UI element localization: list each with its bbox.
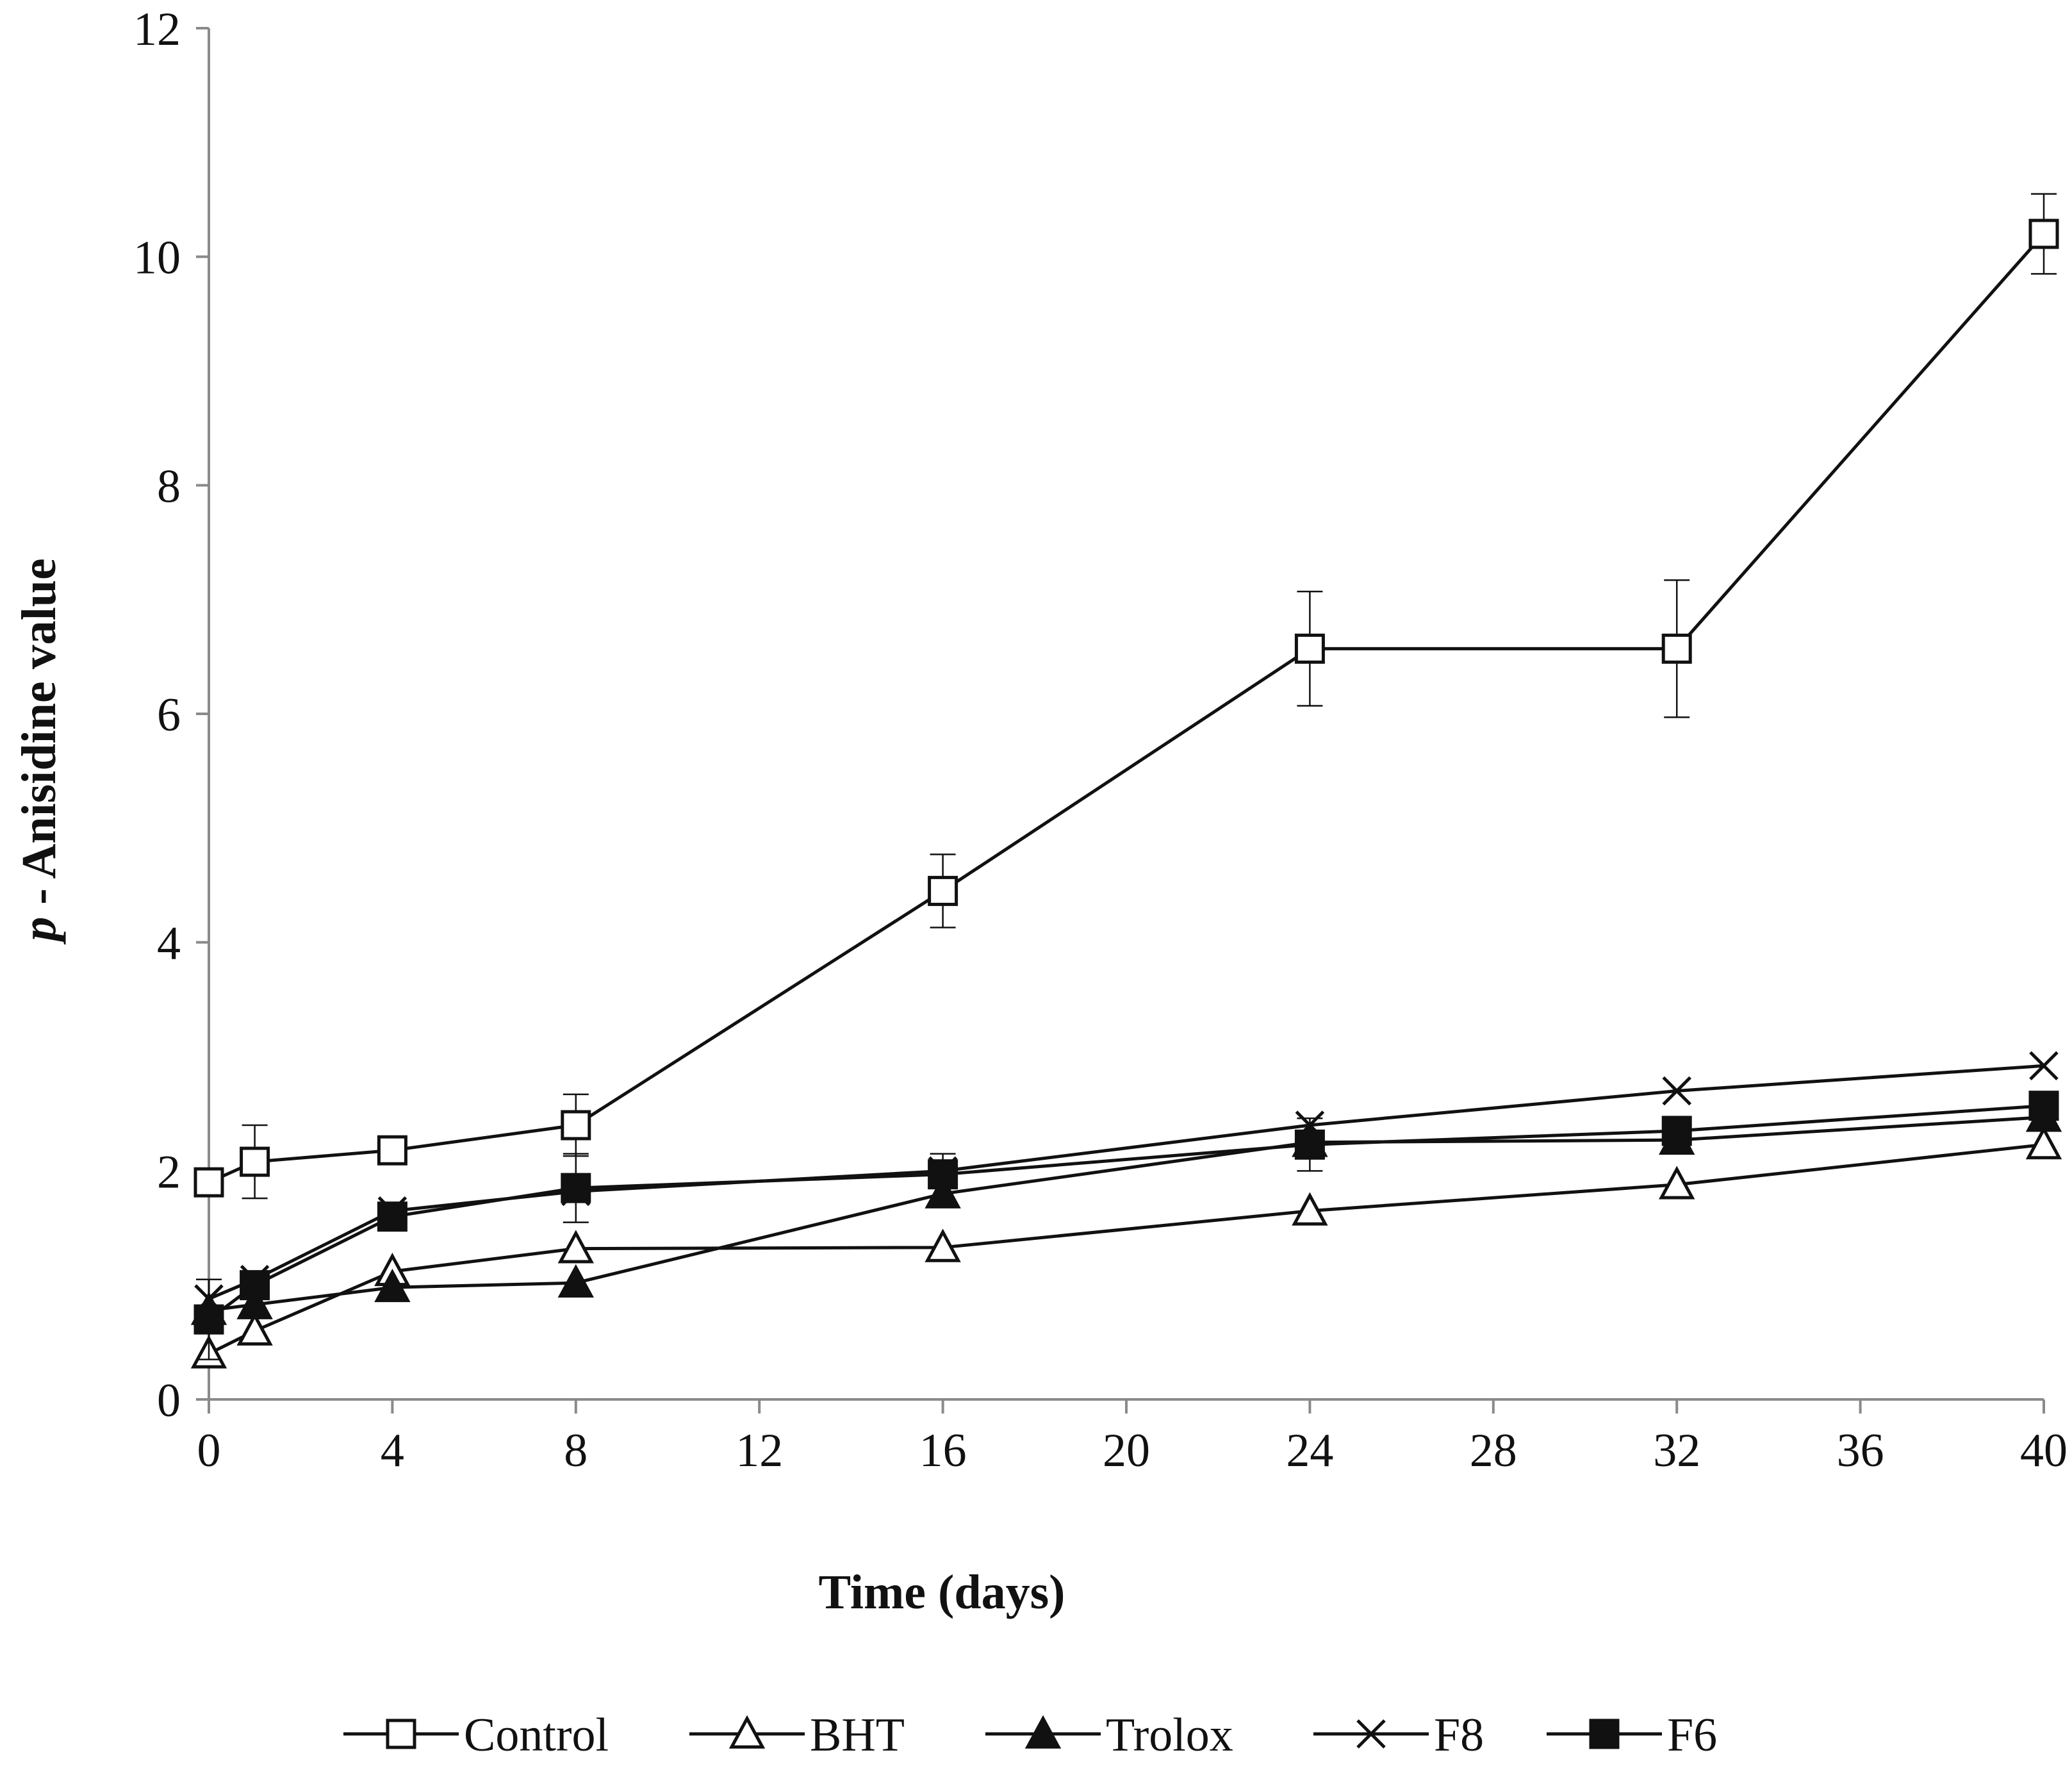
series-line-f6 (208, 1104, 2044, 1321)
x-tick-label: 20 (1103, 1424, 1150, 1477)
legend-item-f8: F8 (1313, 1709, 1484, 1761)
data-point-bht (1659, 1166, 1695, 1200)
data-point-control (1661, 633, 1692, 664)
data-point-f6 (928, 1159, 958, 1190)
y-tick-label: 2 (157, 1146, 181, 1198)
y-tick-label: 4 (157, 918, 181, 970)
data-point-control (2028, 219, 2059, 249)
data-point-control (240, 1146, 270, 1177)
data-point-control (561, 1110, 591, 1141)
legend-label-control: Control (464, 1709, 609, 1761)
data-point-f8 (1662, 1076, 1691, 1106)
data-point-f6 (1661, 1116, 1692, 1146)
x-tick-label: 40 (2020, 1424, 2068, 1477)
legend-marker-f8 (1356, 1719, 1386, 1749)
data-point-f6 (1294, 1129, 1325, 1160)
series-line-control (208, 233, 2045, 1184)
x-tick-label: 36 (1837, 1424, 1884, 1477)
legend-item-bht: BHT (689, 1709, 905, 1761)
series-f6 (193, 1091, 2059, 1360)
x-tick-label: 32 (1653, 1424, 1700, 1477)
data-point-bht (1292, 1192, 1328, 1226)
series-line-bht (208, 1142, 2044, 1355)
series-line-f8 (208, 1064, 2044, 1301)
y-axis-title: p - Anisidine value (12, 558, 66, 945)
data-point-control (193, 1167, 224, 1198)
x-tick-label: 8 (564, 1424, 588, 1477)
legend-marker-bht (728, 1715, 766, 1749)
y-axis-title-rest: - Anisidine value (12, 558, 66, 917)
legend-label-trolox: Trolox (1106, 1709, 1233, 1761)
series-group (190, 193, 2062, 1369)
data-point-control (928, 875, 958, 906)
y-tick-label: 0 (157, 1374, 181, 1427)
y-tick-label: 10 (133, 232, 181, 285)
series-trolox (190, 1098, 2062, 1325)
y-tick-label: 6 (157, 689, 181, 741)
legend-item-control: Control (343, 1709, 609, 1761)
data-point-f6 (193, 1304, 224, 1335)
y-axis-title-italic: p (12, 917, 66, 945)
data-point-f6 (240, 1270, 270, 1301)
series-f8 (194, 1051, 2059, 1314)
data-point-trolox (925, 1175, 961, 1208)
series-line-trolox (208, 1116, 2044, 1312)
x-tick-label: 28 (1470, 1424, 1517, 1477)
series-bht (190, 1126, 2062, 1369)
y-tick-label: 8 (157, 460, 181, 513)
data-point-bht (925, 1228, 961, 1262)
data-point-bht (2025, 1126, 2062, 1160)
x-axis-title: Time (days) (819, 1565, 1065, 1619)
data-point-trolox (374, 1268, 411, 1303)
x-tick-label: 12 (736, 1424, 783, 1477)
series-control (193, 193, 2059, 1200)
data-point-f6 (377, 1201, 407, 1232)
x-tick-label: 4 (381, 1424, 404, 1477)
legend-label-f6: F6 (1667, 1709, 1717, 1761)
legend-label-bht: BHT (810, 1709, 905, 1761)
legend: Control BHT Trolox F8 F6 (343, 1709, 1717, 1761)
data-point-f8 (2029, 1051, 2059, 1081)
legend-item-f6: F6 (1547, 1709, 1717, 1761)
legend-label-f8: F8 (1434, 1709, 1484, 1761)
data-point-trolox (557, 1264, 594, 1298)
x-tick-label: 16 (919, 1424, 967, 1477)
legend-item-trolox: Trolox (985, 1709, 1233, 1761)
data-point-f6 (561, 1173, 591, 1203)
legend-marker-control (386, 1719, 416, 1749)
data-point-control (1294, 633, 1325, 664)
x-tick-label: 24 (1286, 1424, 1333, 1477)
y-tick-label: 12 (133, 3, 181, 56)
x-tick-label: 0 (197, 1424, 221, 1477)
data-point-bht (236, 1312, 273, 1346)
legend-marker-f6 (1589, 1719, 1620, 1749)
legend-marker-trolox (1024, 1715, 1062, 1749)
data-point-control (377, 1135, 407, 1166)
data-point-trolox (236, 1285, 273, 1319)
data-point-f6 (2028, 1091, 2059, 1121)
data-point-bht (557, 1230, 594, 1264)
